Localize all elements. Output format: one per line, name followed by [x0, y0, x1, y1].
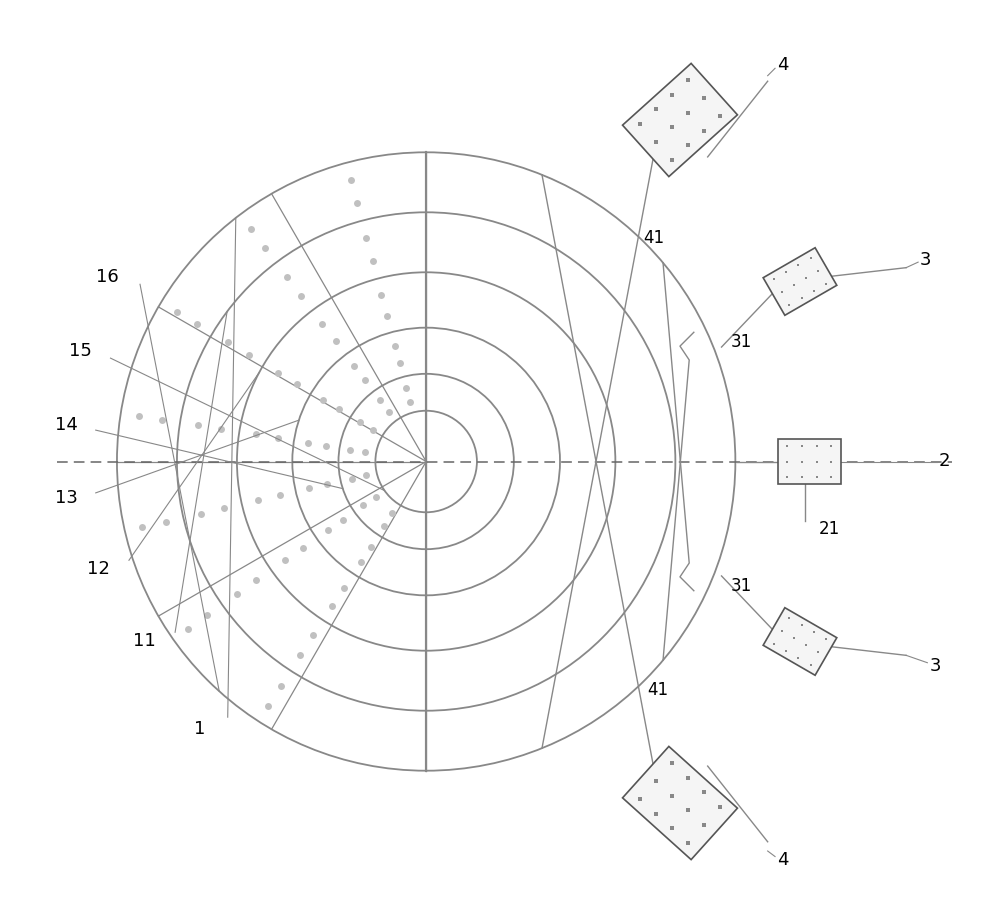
Polygon shape [763, 247, 837, 316]
Text: 13: 13 [55, 489, 78, 508]
Text: 31: 31 [731, 332, 752, 351]
Polygon shape [778, 439, 841, 484]
Text: 1: 1 [194, 720, 206, 738]
Text: 31: 31 [731, 577, 752, 595]
Text: 11: 11 [133, 632, 156, 651]
Text: 4: 4 [777, 851, 788, 869]
Text: 41: 41 [643, 229, 664, 247]
Text: 3: 3 [929, 657, 941, 676]
Polygon shape [763, 607, 837, 676]
Text: 2: 2 [938, 452, 950, 471]
Text: 15: 15 [69, 342, 91, 360]
Text: 21: 21 [818, 520, 840, 538]
Text: 41: 41 [648, 681, 669, 700]
Polygon shape [623, 747, 737, 859]
Text: 16: 16 [96, 268, 119, 286]
Text: 3: 3 [920, 251, 931, 270]
Text: 4: 4 [777, 55, 788, 74]
Polygon shape [623, 64, 737, 176]
Text: 12: 12 [87, 560, 110, 579]
Text: 14: 14 [55, 415, 78, 434]
